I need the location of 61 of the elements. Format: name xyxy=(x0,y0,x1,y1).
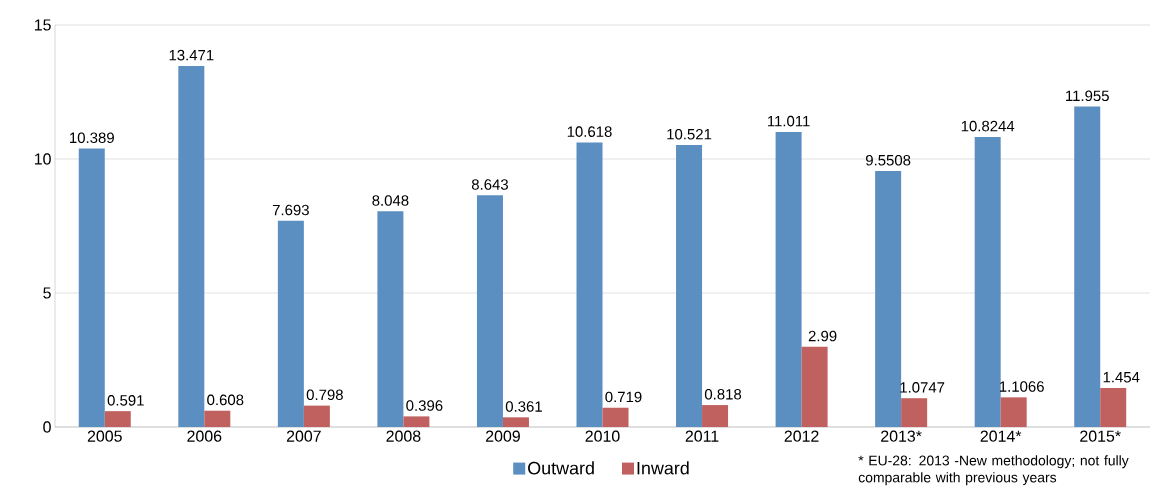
legend-label: Inward xyxy=(637,461,689,475)
data-label: 9.5508 xyxy=(865,154,911,166)
x-tick-label: 2006 xyxy=(187,430,222,442)
data-label: 10.8244 xyxy=(961,120,1015,132)
x-tick-label: 2008 xyxy=(386,430,421,442)
y-tick-label: 0 xyxy=(43,421,51,433)
x-tick-label: 2012 xyxy=(784,430,819,442)
bar xyxy=(974,136,1001,427)
data-label: 8.643 xyxy=(471,179,508,190)
data-label: 1.454 xyxy=(1103,372,1140,383)
data-label: 11.011 xyxy=(767,115,810,127)
legend-label: Outward xyxy=(528,461,594,475)
x-tick-label: 2015* xyxy=(1080,430,1121,442)
bar xyxy=(178,65,205,427)
data-label: 0.361 xyxy=(505,401,542,412)
bar xyxy=(801,346,828,427)
x-tick-label: 2009 xyxy=(486,430,520,442)
bar xyxy=(377,211,404,427)
data-label: 10.618 xyxy=(567,126,612,137)
data-label: 8.048 xyxy=(372,195,409,206)
data-label: 0.719 xyxy=(605,391,642,403)
bar xyxy=(78,148,105,427)
bar xyxy=(875,171,902,427)
y-tick-label: 15 xyxy=(34,19,51,31)
bar xyxy=(476,195,503,427)
data-label: 1.1066 xyxy=(999,381,1044,392)
bar xyxy=(1100,388,1127,427)
bar xyxy=(204,410,231,427)
text: * EU-28: 2013 -New methodology; not fully comparable with previous years xyxy=(858,455,1129,486)
data-label: 0.608 xyxy=(207,394,244,406)
y-tick-label: 10 xyxy=(34,153,51,165)
bar xyxy=(775,131,802,427)
bar xyxy=(1074,106,1101,427)
data-label: 10.389 xyxy=(70,132,114,144)
x-tick-label: 2014* xyxy=(980,430,1022,442)
data-label: 0.591 xyxy=(107,395,144,406)
bar xyxy=(901,398,928,427)
data-label: 11.955 xyxy=(1066,90,1109,102)
bar xyxy=(303,405,330,427)
x-tick-label: 2011 xyxy=(685,430,719,442)
bar xyxy=(602,407,629,427)
x-tick-label: 2005 xyxy=(87,430,122,442)
data-label: 0.798 xyxy=(306,389,343,401)
bar xyxy=(104,411,131,427)
x-tick-label: 2007 xyxy=(286,430,321,442)
bar xyxy=(403,416,430,427)
bar xyxy=(702,405,729,427)
data-label: 2.99 xyxy=(808,330,837,342)
data-label: 0.818 xyxy=(704,388,742,400)
data-label: 0.396 xyxy=(406,400,443,411)
x-tick-label: 2010 xyxy=(585,430,620,442)
data-label: 10.521 xyxy=(667,128,712,140)
bar xyxy=(576,142,603,427)
bar xyxy=(277,220,304,427)
bar xyxy=(676,145,703,427)
bar xyxy=(502,417,529,427)
x-tick-label: 2013* xyxy=(881,430,922,442)
y-tick-label: 5 xyxy=(43,287,51,299)
data-label: 13.471 xyxy=(169,49,214,61)
data-label: 7.693 xyxy=(272,204,309,216)
bar xyxy=(1000,397,1027,427)
